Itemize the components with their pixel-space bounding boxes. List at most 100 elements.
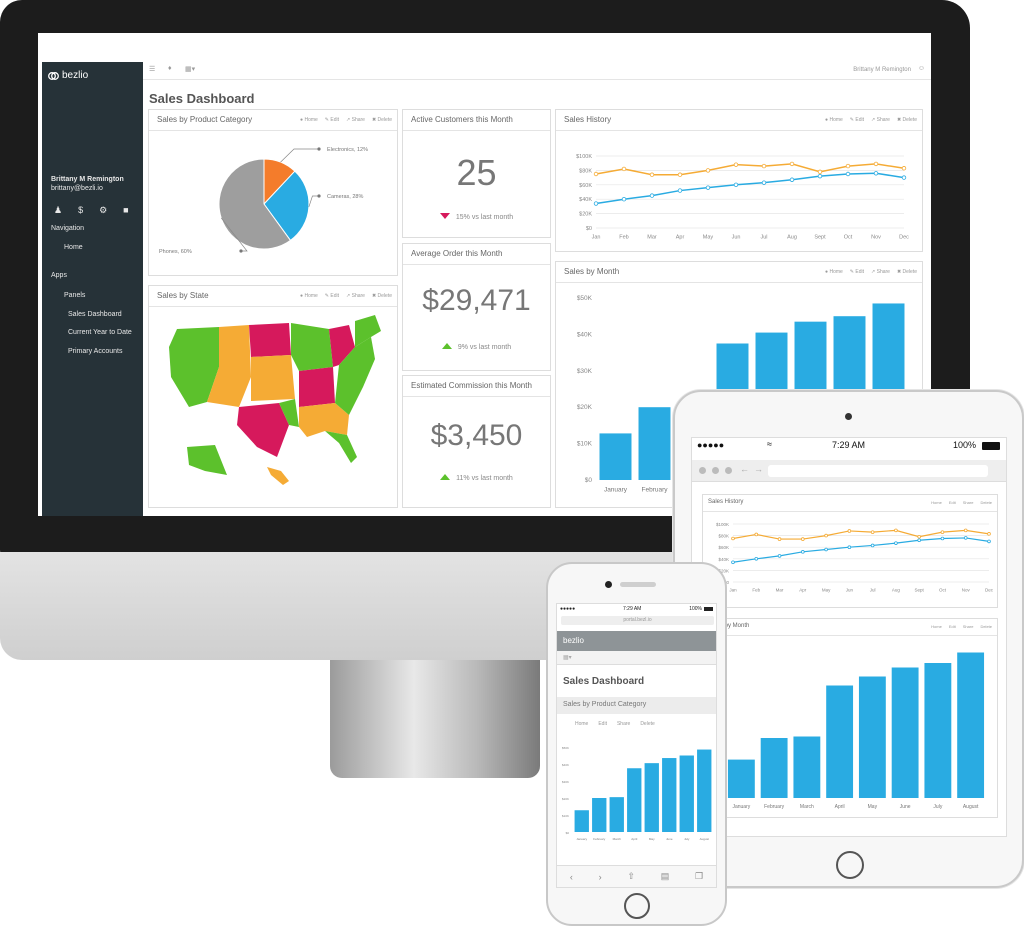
tablet-camera <box>845 413 852 420</box>
bar <box>627 768 642 832</box>
series-point <box>917 534 921 539</box>
y-tick-label: $0 <box>585 477 593 484</box>
delete-tool-button[interactable]: ✖ Delete <box>371 117 392 123</box>
phone-menu-icon[interactable]: ▦▾ <box>563 655 572 661</box>
series-point <box>789 177 795 182</box>
sidebar-item-home[interactable]: Home <box>64 244 83 251</box>
edit-tool-button[interactable]: Edit <box>948 500 956 505</box>
kpi-title: Active Customers this Month <box>411 115 513 124</box>
phone-url-bar[interactable]: portal.bezl.io <box>561 616 714 625</box>
delete-tool-button[interactable]: Delete <box>980 500 992 505</box>
forward-arrow-icon[interactable]: › <box>598 871 602 882</box>
edit-tool-button[interactable]: ✎ Edit <box>324 117 340 123</box>
topbar-user-name[interactable]: Brittany M Remington <box>853 67 911 73</box>
user-icon[interactable]: ♟ <box>54 205 63 215</box>
share-tool-button[interactable]: ↗ Share <box>871 117 890 123</box>
pie-leader-dot <box>317 194 321 198</box>
delete-tool-button[interactable]: Delete <box>980 624 992 629</box>
sidebar-item-current-year[interactable]: Current Year to Date <box>68 329 132 336</box>
brand-logo[interactable]: bezlio <box>48 70 88 81</box>
delete-tool-button[interactable]: ✖ Delete <box>896 117 917 123</box>
share-tool-button[interactable]: Share <box>616 721 631 727</box>
bar <box>638 407 671 480</box>
settings-icon[interactable]: ⚙ <box>99 205 108 215</box>
series-point <box>870 543 875 548</box>
edit-tool-button[interactable]: ✎ Edit <box>324 293 340 299</box>
tabs-icon[interactable]: ❐ <box>695 871 704 881</box>
share-tool-button[interactable]: Share <box>962 624 974 629</box>
back-arrow-icon[interactable]: ← <box>740 464 749 474</box>
share-icon[interactable]: ⇧ <box>627 871 635 881</box>
series-point <box>649 172 655 177</box>
x-tick-label: Aug <box>787 235 797 241</box>
phone-home-button[interactable] <box>624 893 650 919</box>
apps-menu-icon[interactable]: ▦▾ <box>185 66 196 73</box>
share-tool-button[interactable]: ↗ Share <box>346 117 365 123</box>
x-tick-label: Nov <box>962 588 971 593</box>
series-point <box>901 175 907 180</box>
x-tick-label: Jan <box>592 235 601 241</box>
series-point <box>677 188 683 193</box>
share-tool-button[interactable]: ↗ Share <box>871 269 890 275</box>
forward-arrow-icon[interactable]: → <box>754 464 763 474</box>
sidebar-item-panels[interactable]: Panels <box>64 292 86 299</box>
x-tick-label: January <box>604 487 628 494</box>
delete-tool-button[interactable]: ✖ Delete <box>896 269 917 275</box>
home-tool-button[interactable]: ● Home <box>300 117 318 123</box>
home-tool-button[interactable]: Home <box>931 500 942 505</box>
share-tool-button[interactable]: ↗ Share <box>346 293 365 299</box>
series-point <box>987 539 991 544</box>
series-point <box>649 193 655 198</box>
phone-brand[interactable]: bezlio <box>563 636 584 645</box>
delete-tool-button[interactable]: ✖ Delete <box>371 293 392 299</box>
series-point <box>754 532 759 537</box>
series-point <box>845 171 851 177</box>
bell-icon[interactable]: ♦ <box>168 65 172 72</box>
home-tool-button[interactable]: ● Home <box>825 117 843 123</box>
lock-icon[interactable]: ■ <box>123 205 129 215</box>
us-state-map <box>169 315 381 485</box>
menu-icon[interactable]: ☰ <box>149 66 156 73</box>
share-tool-button[interactable]: Share <box>962 500 974 505</box>
x-tick-label: May <box>703 235 714 241</box>
x-tick-label: January <box>576 837 587 841</box>
x-tick-label: Sept <box>915 588 925 593</box>
sidebar-item-sales-dashboard[interactable]: Sales Dashboard <box>68 311 122 318</box>
bookmarks-icon[interactable]: ▤ <box>660 871 670 881</box>
bar <box>697 749 712 832</box>
address-bar[interactable] <box>768 465 988 477</box>
kpi-value: 25 <box>456 152 497 193</box>
x-tick-label: Jan <box>729 588 737 593</box>
back-arrow-icon[interactable]: ‹ <box>569 871 573 882</box>
home-tool-button[interactable]: ● Home <box>825 269 843 275</box>
bar <box>644 763 659 832</box>
series-point <box>987 532 991 536</box>
home-tool-button[interactable]: Home <box>931 624 942 629</box>
window-dot-icon <box>725 467 732 474</box>
x-tick-label: Jun <box>846 588 854 593</box>
bar <box>662 758 677 832</box>
y-tick-label: $0 <box>586 226 592 232</box>
edit-tool-button[interactable]: ✎ Edit <box>849 269 865 275</box>
y-tick-label: $10K <box>562 814 569 818</box>
wifi-icon: ≈ <box>767 439 772 449</box>
phone-browser-nav: ‹ › ⇧ ▤ ❐ <box>557 865 716 887</box>
x-tick-label: August <box>700 837 710 841</box>
tablet-home-button[interactable] <box>836 851 864 879</box>
dollar-icon[interactable]: $ <box>78 205 84 215</box>
sidebar-item-primary-accounts[interactable]: Primary Accounts <box>68 348 123 355</box>
home-tool-button[interactable]: Home <box>575 721 589 727</box>
profile-icon[interactable]: ☺ <box>917 65 925 72</box>
signal-icon: ●●●●● <box>697 440 725 450</box>
bar <box>599 433 632 480</box>
edit-tool-button[interactable]: Edit <box>948 624 956 629</box>
sidebar-icon-row: ♟ $ ⚙ ■ <box>54 205 129 216</box>
edit-tool-button[interactable]: ✎ Edit <box>849 117 865 123</box>
brand-name: bezlio <box>62 70 89 81</box>
x-tick-label: March <box>800 804 814 810</box>
delete-tool-button[interactable]: Delete <box>640 721 655 727</box>
edit-tool-button[interactable]: Edit <box>598 721 607 727</box>
home-tool-button[interactable]: ● Home <box>300 293 318 299</box>
bar <box>957 652 985 798</box>
phone-page-title: Sales Dashboard <box>563 676 645 687</box>
